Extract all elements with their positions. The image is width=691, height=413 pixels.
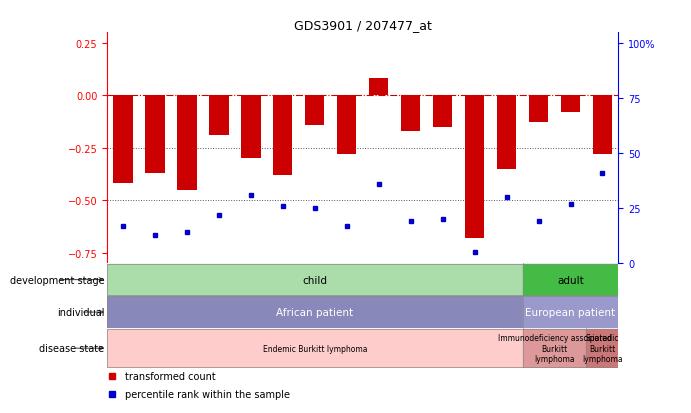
Bar: [522, 329, 587, 368]
Text: European patient: European patient: [525, 307, 616, 317]
Bar: [273, 96, 292, 176]
Bar: [145, 96, 164, 173]
Bar: [529, 96, 548, 123]
Bar: [522, 264, 618, 295]
Text: individual: individual: [57, 307, 104, 317]
Bar: [587, 329, 618, 368]
Bar: [107, 329, 522, 368]
Text: disease state: disease state: [39, 343, 104, 354]
Bar: [337, 96, 357, 154]
Bar: [209, 96, 229, 136]
Bar: [433, 96, 452, 127]
Bar: [369, 79, 388, 96]
Bar: [107, 297, 522, 328]
Bar: [522, 297, 618, 328]
Bar: [113, 96, 133, 184]
Bar: [593, 96, 612, 154]
Text: percentile rank within the sample: percentile rank within the sample: [125, 389, 290, 399]
Bar: [401, 96, 420, 132]
Text: Immunodeficiency associated
Burkitt
lymphoma: Immunodeficiency associated Burkitt lymp…: [498, 333, 612, 363]
Text: adult: adult: [557, 275, 584, 285]
Bar: [465, 96, 484, 239]
Bar: [178, 96, 196, 190]
Bar: [241, 96, 261, 159]
Text: African patient: African patient: [276, 307, 353, 317]
Bar: [497, 96, 516, 169]
Bar: [305, 96, 325, 125]
Text: transformed count: transformed count: [125, 371, 216, 381]
Text: Endemic Burkitt lymphoma: Endemic Burkitt lymphoma: [263, 344, 367, 353]
Text: child: child: [303, 275, 328, 285]
Title: GDS3901 / 207477_at: GDS3901 / 207477_at: [294, 19, 432, 32]
Bar: [561, 96, 580, 113]
Bar: [107, 264, 522, 295]
Text: Sporadic
Burkitt
lymphoma: Sporadic Burkitt lymphoma: [582, 333, 623, 363]
Text: development stage: development stage: [10, 275, 104, 285]
